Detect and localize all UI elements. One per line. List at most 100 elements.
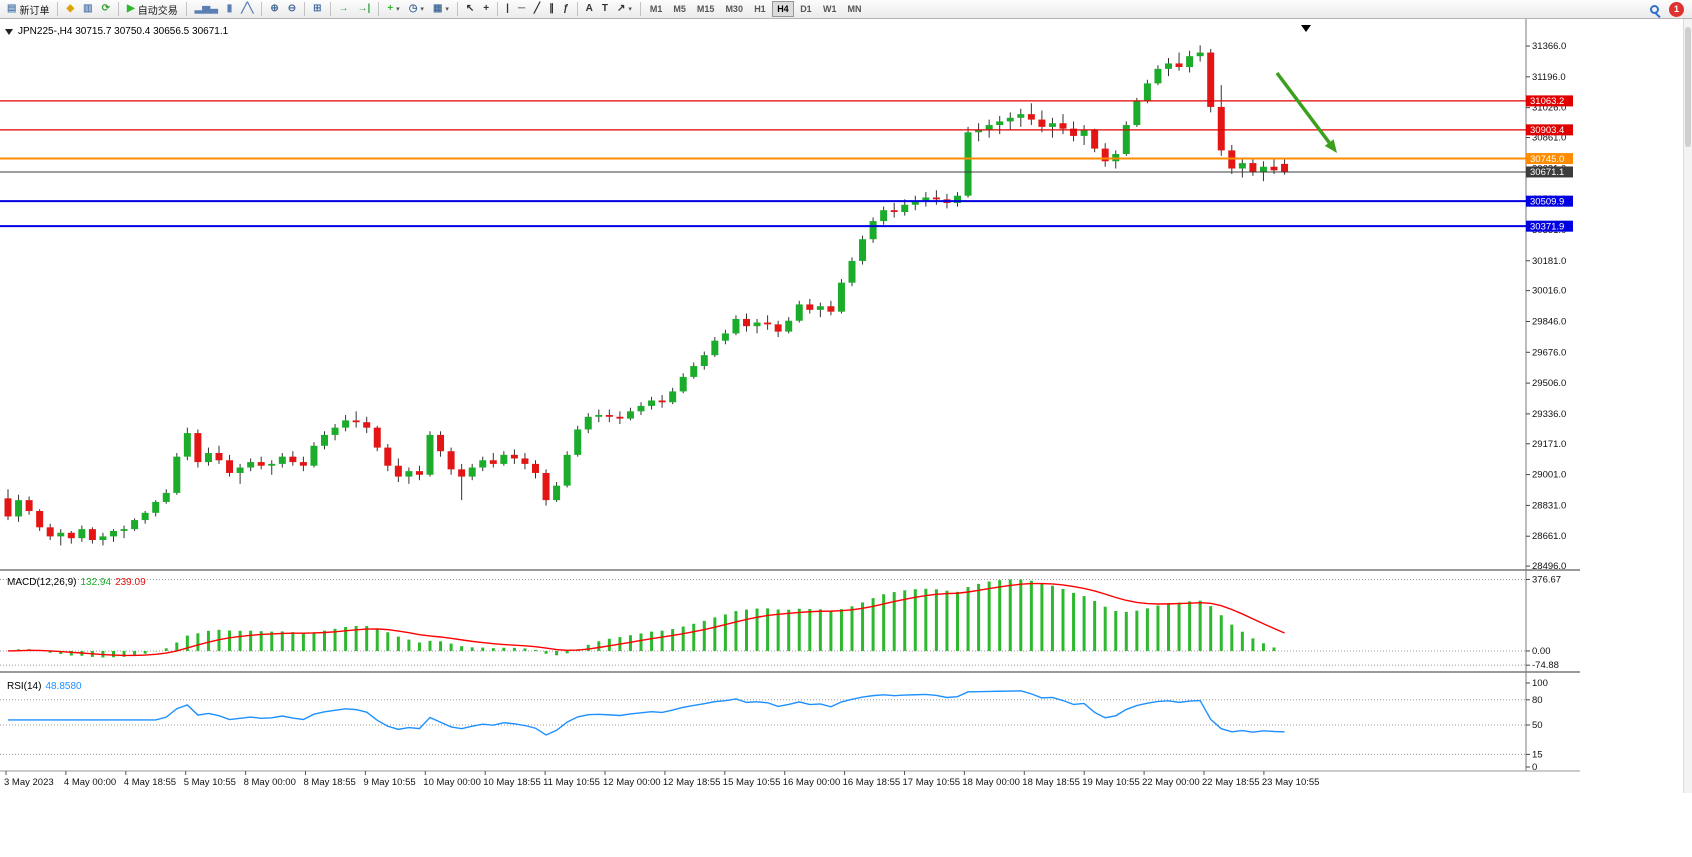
trendline-tool-button[interactable]: ╱ bbox=[530, 1, 544, 18]
text-tool-button[interactable]: A bbox=[582, 1, 597, 18]
timeframe-m15-button[interactable]: M15 bbox=[692, 1, 720, 17]
macd-label: MACD(12,26,9) 132.94 239.09 bbox=[7, 577, 150, 588]
svg-text:29336.0: 29336.0 bbox=[1532, 409, 1566, 420]
svg-text:50: 50 bbox=[1532, 720, 1543, 731]
trend-arrow-head bbox=[1324, 139, 1337, 153]
line-chart-mode-icon: ╱╲ bbox=[241, 3, 254, 14]
timeframe-h1-button[interactable]: H1 bbox=[749, 1, 771, 17]
zoom-in-button[interactable]: ⊕ bbox=[266, 1, 282, 18]
time-axis-labels: 3 May 2023 4 May 00:00 4 May 18:55 5 May 10… bbox=[4, 771, 1319, 788]
svg-text:0: 0 bbox=[1532, 762, 1537, 773]
chart-canvas[interactable]: 31366.031196.031026.030861.030691.030521… bbox=[0, 19, 1692, 793]
profiles-icon: ◆ bbox=[66, 3, 75, 14]
svg-text:30509.9: 30509.9 bbox=[1530, 196, 1564, 207]
arrows-tool-caret-icon: ▾ bbox=[628, 6, 632, 13]
arrows-tool-button[interactable]: ↗ ▾ bbox=[613, 1, 636, 18]
toolbar-separator bbox=[329, 2, 331, 16]
indicators-list-icon: + bbox=[387, 3, 394, 14]
svg-text:18 May 00:00: 18 May 00:00 bbox=[962, 777, 1020, 788]
trendline-tool-icon: ╱ bbox=[534, 3, 541, 14]
timeframe-m1-button[interactable]: M1 bbox=[645, 1, 668, 17]
profiles-button[interactable]: ◆ bbox=[62, 1, 78, 18]
text-tool-icon: A bbox=[585, 3, 593, 14]
arrows-tool-icon: ↗ bbox=[616, 3, 626, 14]
svg-text:23 May 10:55: 23 May 10:55 bbox=[1262, 777, 1320, 788]
svg-text:30671.1: 30671.1 bbox=[1530, 167, 1564, 178]
chart-window[interactable]: 31366.031196.031026.030861.030691.030521… bbox=[0, 19, 1692, 793]
chart-shift-button[interactable]: →| bbox=[354, 1, 375, 18]
timeframe-h4-button[interactable]: H4 bbox=[771, 1, 794, 17]
timeframe-m30-button[interactable]: M30 bbox=[720, 1, 748, 17]
fibonacci-tool-button[interactable]: ƒ bbox=[559, 1, 573, 18]
chart-header: JPN225-,H4 30715.7 30750.4 30656.5 30671… bbox=[5, 26, 228, 37]
main-toolbar: ▤ 新订单 ◆ ▥ ⟳ ▶ 自动交易 ▂▅▃ ▮ ╱╲ ⊕ ⊖ ⊞ → →| + ▾ ◷ ▾ ▦ ▾ ↖ + | ─ ╱ ∥ ƒ A T ↗… bbox=[0, 0, 1692, 19]
svg-text:12 May 18:55: 12 May 18:55 bbox=[663, 777, 721, 788]
hline-price-tag: 30745.0 bbox=[1526, 153, 1573, 165]
toolbar-separator bbox=[304, 2, 306, 16]
timeframe-mn-button[interactable]: MN bbox=[842, 1, 866, 17]
label-tool-button[interactable]: T bbox=[598, 1, 612, 18]
auto-trading-button[interactable]: ▶ 自动交易 bbox=[123, 1, 182, 18]
tile-windows-icon: ⊞ bbox=[313, 3, 322, 14]
vertical-scrollbar[interactable] bbox=[1683, 19, 1692, 793]
svg-text:0.00: 0.00 bbox=[1532, 646, 1551, 657]
auto-scroll-button[interactable]: → bbox=[335, 1, 353, 18]
line-chart-mode-button[interactable]: ╱╲ bbox=[237, 1, 257, 18]
cursor-tool-button[interactable]: ↖ bbox=[462, 1, 478, 18]
svg-text:17 May 10:55: 17 May 10:55 bbox=[903, 777, 961, 788]
indicators-list-button[interactable]: + ▾ bbox=[383, 1, 403, 18]
chart-expand-icon[interactable] bbox=[5, 28, 13, 35]
timeframe-m5-button[interactable]: M5 bbox=[668, 1, 691, 17]
svg-text:18 May 18:55: 18 May 18:55 bbox=[1022, 777, 1080, 788]
svg-text:5 May 10:55: 5 May 10:55 bbox=[184, 777, 236, 788]
svg-text:30016.0: 30016.0 bbox=[1532, 286, 1566, 297]
svg-text:29171.0: 29171.0 bbox=[1532, 439, 1566, 450]
search-button[interactable] bbox=[1646, 1, 1663, 18]
toolbar-separator bbox=[261, 2, 263, 16]
horizontal-line-tool-button[interactable]: ─ bbox=[514, 1, 529, 18]
templates-icon: ▦ bbox=[432, 3, 443, 14]
candlestick-mode-button[interactable]: ▮ bbox=[223, 1, 237, 18]
svg-text:8 May 18:55: 8 May 18:55 bbox=[304, 777, 356, 788]
zoom-out-button[interactable]: ⊖ bbox=[284, 1, 300, 18]
market-watch-icon: ▥ bbox=[83, 3, 93, 14]
svg-text:30371.9: 30371.9 bbox=[1530, 221, 1564, 232]
svg-text:30745.0: 30745.0 bbox=[1530, 154, 1564, 165]
tile-windows-button[interactable]: ⊞ bbox=[309, 1, 325, 18]
new-order-button[interactable]: ▤ 新订单 bbox=[3, 1, 53, 18]
hline-price-tag: 30903.4 bbox=[1526, 124, 1573, 136]
channel-tool-button[interactable]: ∥ bbox=[545, 1, 558, 18]
svg-text:16 May 00:00: 16 May 00:00 bbox=[783, 777, 841, 788]
periods-caret-icon: ▾ bbox=[420, 6, 424, 13]
crosshair-tool-button[interactable]: + bbox=[479, 1, 493, 18]
price-axis-ticks: 31366.031196.031026.030861.030691.030521… bbox=[1526, 41, 1566, 572]
market-watch-button[interactable]: ▥ bbox=[79, 1, 96, 18]
toolbar-separator bbox=[57, 2, 59, 16]
bar-chart-mode-icon: ▂▅▃ bbox=[194, 3, 218, 14]
periods-button[interactable]: ◷ ▾ bbox=[405, 1, 428, 18]
svg-text:31196.0: 31196.0 bbox=[1532, 72, 1566, 83]
templates-button[interactable]: ▦ ▾ bbox=[429, 1, 453, 18]
svg-text:31366.0: 31366.0 bbox=[1532, 41, 1566, 52]
auto-trading-label: 自动交易 bbox=[137, 5, 178, 17]
notifications-button[interactable]: 1 bbox=[1669, 1, 1684, 17]
timeframe-d1-button[interactable]: D1 bbox=[795, 1, 817, 17]
timeframe-w1-button[interactable]: W1 bbox=[818, 1, 842, 17]
scrollbar-thumb[interactable] bbox=[1685, 27, 1691, 147]
bar-chart-mode-button[interactable]: ▂▅▃ bbox=[191, 1, 222, 18]
toolbar-separator bbox=[639, 2, 641, 16]
macd-value-signal: 239.09 bbox=[115, 577, 146, 588]
rsi-line bbox=[8, 690, 1285, 736]
svg-text:29676.0: 29676.0 bbox=[1532, 347, 1566, 358]
label-tool-icon: T bbox=[601, 3, 608, 14]
svg-text:4 May 00:00: 4 May 00:00 bbox=[64, 777, 116, 788]
trend-arrow-line[interactable] bbox=[1275, 71, 1331, 144]
chart-shift-marker[interactable] bbox=[1301, 25, 1311, 32]
refresh-button[interactable]: ⟳ bbox=[98, 1, 114, 18]
candlestick-mode-icon: ▮ bbox=[226, 3, 233, 14]
svg-text:29506.0: 29506.0 bbox=[1532, 378, 1566, 389]
svg-text:31026.0: 31026.0 bbox=[1532, 103, 1566, 114]
refresh-icon: ⟳ bbox=[101, 3, 110, 14]
vertical-line-tool-button[interactable]: | bbox=[502, 1, 513, 18]
svg-text:30861.0: 30861.0 bbox=[1532, 133, 1566, 144]
